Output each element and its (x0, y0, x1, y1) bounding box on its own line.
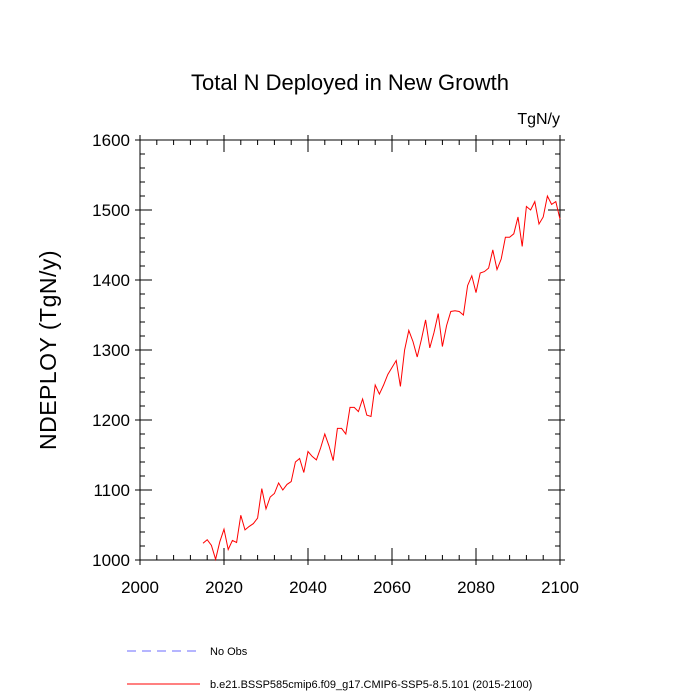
series-line (202, 194, 561, 562)
legend: No Obs b.e21.BSSP585cmip6.f09_g17.CMIP6-S… (127, 646, 532, 691)
x-tick-label: 2020 (205, 578, 243, 597)
x-tick-label: 2080 (457, 578, 495, 597)
y-tick-label: 1100 (93, 481, 130, 500)
axis-tick-labels: 2000 2020 2040 2060 2080 2100 1000 1100 1200 1300… (92, 131, 579, 597)
y-tick-label: 1000 (92, 551, 130, 570)
y-tick-label: 1400 (92, 271, 130, 290)
y-tick-label: 1300 (92, 341, 130, 360)
series-lines (202, 194, 561, 562)
x-tick-label: 2040 (289, 578, 327, 597)
legend-label: b.e21.BSSP585cmip6.f09_g17.CMIP6-SSP5-8.… (210, 679, 532, 691)
plot-frame (139, 139, 561, 561)
y-tick-label: 1200 (92, 411, 130, 430)
chart-title: Total N Deployed in New Growth (191, 70, 509, 95)
x-tick-label: 2100 (541, 578, 579, 597)
y-tick-label: 1600 (92, 131, 130, 150)
x-tick-label: 2060 (373, 578, 411, 597)
y-tick-label: 1500 (92, 201, 130, 220)
y-axis-label: NDEPLOY (TgN/y) (35, 250, 61, 450)
legend-label: No Obs (210, 646, 248, 658)
units-label: TgN/y (517, 111, 560, 128)
axis-ticks (135, 135, 565, 565)
x-tick-label: 2000 (121, 578, 159, 597)
